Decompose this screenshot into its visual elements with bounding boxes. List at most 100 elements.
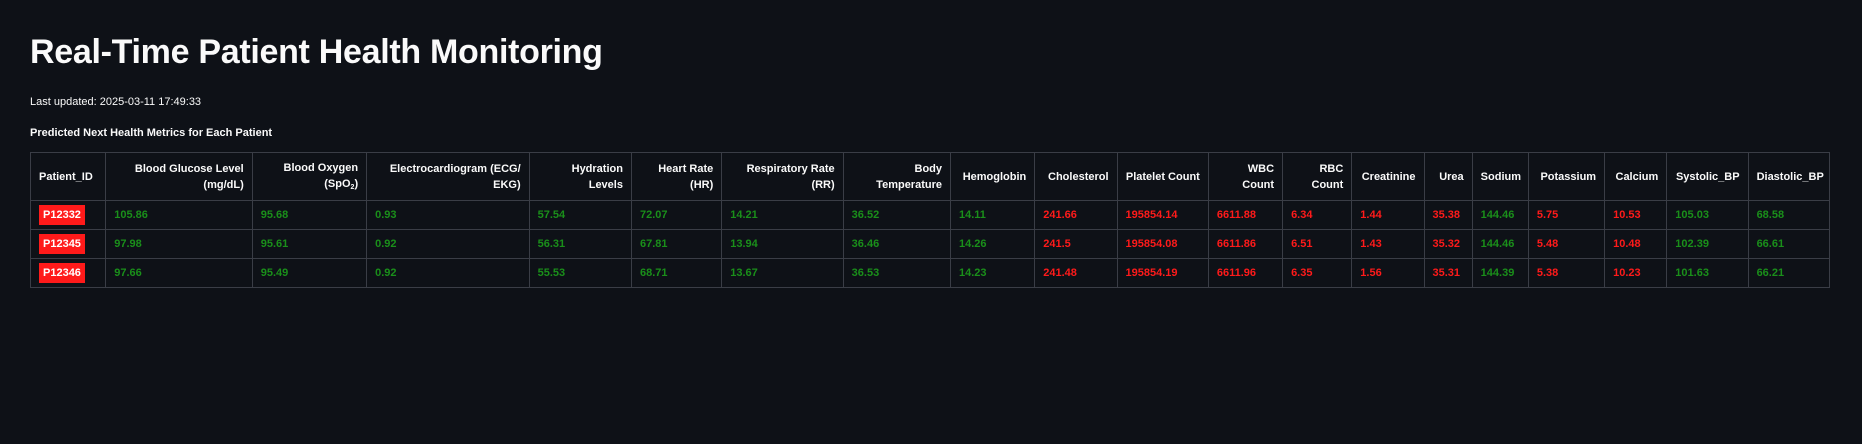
patient-id-badge: P12345 (39, 234, 85, 254)
metric-cell: 97.98 (105, 229, 253, 259)
metric-cell: 6.35 (1282, 258, 1353, 288)
column-header-label: Hemoglobin (962, 170, 1027, 183)
column-header-label: WBC Count (1242, 162, 1275, 191)
column-header-label: Platelet Count (1125, 170, 1200, 183)
column-header-label: Heart Rate (HR) (658, 162, 714, 191)
metric-cell: 105.86 (105, 200, 253, 230)
metric-cell: 0.93 (366, 200, 530, 230)
metric-cell: 195854.08 (1116, 229, 1209, 259)
column-header[interactable]: Hydration Levels (528, 152, 632, 201)
metric-cell: 5.38 (1527, 258, 1606, 288)
column-header-label: Systolic_BP (1675, 170, 1740, 183)
table-row[interactable]: P12332 105.86 95.68 0.93 57.54 72.07 14.21 36.5… (29, 200, 1831, 230)
patient-metrics-table: Patient_ID Blood Glucose Level (mg/dL) Blo… (29, 152, 1831, 288)
column-header-subscript: 2 (350, 183, 355, 191)
metric-cell: 14.26 (949, 229, 1036, 259)
metric-cell: 6.34 (1282, 200, 1353, 230)
metric-cell: 6611.96 (1207, 258, 1284, 288)
metric-cell: 241.66 (1034, 200, 1118, 230)
column-header[interactable]: Potassium (1527, 152, 1606, 201)
metric-cell: 241.48 (1034, 258, 1118, 288)
column-header-suffix: ) (354, 177, 359, 190)
column-header[interactable]: Blood Oxygen (SpO2) (251, 152, 368, 201)
column-header[interactable]: Urea (1423, 152, 1473, 201)
metric-cell: 13.94 (721, 229, 844, 259)
table-row[interactable]: P12345 97.98 95.61 0.92 56.31 67.81 13.94 36.46… (29, 229, 1831, 259)
metric-cell: 56.31 (528, 229, 632, 259)
metric-cell: 195854.19 (1116, 258, 1209, 288)
column-header[interactable]: Calcium (1604, 152, 1668, 201)
metric-cell: 5.48 (1527, 229, 1606, 259)
column-header[interactable]: Respiratory Rate (RR) (721, 152, 844, 201)
table-header-row: Patient_ID Blood Glucose Level (mg/dL) Blo… (29, 152, 1831, 201)
column-header-label: Diastolic_BP (1756, 170, 1824, 183)
column-header[interactable]: WBC Count (1207, 152, 1284, 201)
column-header[interactable]: Systolic_BP (1666, 152, 1749, 201)
patient-id-badge: P12332 (39, 205, 85, 225)
metric-cell: 35.38 (1423, 200, 1473, 230)
metric-cell: 6.51 (1282, 229, 1353, 259)
metric-cell: 95.68 (251, 200, 368, 230)
column-header[interactable]: Body Temperature (842, 152, 952, 201)
column-header-label: Calcium (1615, 170, 1659, 183)
column-header-label: Patient_ID (39, 170, 93, 183)
metric-cell: 14.21 (721, 200, 844, 230)
metric-cell: 6611.86 (1207, 229, 1284, 259)
metric-cell: 0.92 (366, 229, 530, 259)
metric-cell: 14.23 (949, 258, 1036, 288)
column-header-label: Respiratory Rate (RR) (746, 162, 835, 191)
metric-cell: 195854.14 (1116, 200, 1209, 230)
metric-cell: 241.5 (1034, 229, 1118, 259)
metric-cell: 6611.88 (1207, 200, 1284, 230)
patient-id-cell: P12346 (29, 258, 107, 288)
metric-cell: 10.53 (1604, 200, 1668, 230)
metric-cell: 68.71 (630, 258, 723, 288)
metric-cell: 5.75 (1527, 200, 1606, 230)
column-header-label: Hydration Levels (571, 162, 623, 191)
patient-id-cell: P12345 (29, 229, 107, 259)
column-header-label: Blood Oxygen (SpO (283, 161, 359, 190)
column-header-label: Potassium (1540, 170, 1597, 183)
column-header[interactable]: RBC Count (1282, 152, 1353, 201)
column-header[interactable]: Electrocardiogram (ECG/ EKG) (366, 152, 530, 201)
column-header[interactable]: Patient_ID (29, 152, 107, 201)
column-header-label: Creatinine (1361, 170, 1416, 183)
column-header[interactable]: Platelet Count (1116, 152, 1209, 201)
table-row[interactable]: P12346 97.66 95.49 0.92 55.53 68.71 13.67 36.53… (29, 258, 1831, 288)
column-header[interactable]: Creatinine (1351, 152, 1425, 201)
column-header-label: Blood Glucose Level (mg/dL) (134, 162, 244, 191)
column-header[interactable]: Blood Glucose Level (mg/dL) (105, 152, 253, 201)
page-title: Real-Time Patient Health Monitoring (30, 33, 603, 71)
column-header[interactable]: Hemoglobin (949, 152, 1036, 201)
column-header[interactable]: Sodium (1471, 152, 1529, 201)
metric-cell: 36.52 (842, 200, 952, 230)
column-header[interactable]: Diastolic_BP (1747, 152, 1831, 201)
metric-cell: 1.56 (1351, 258, 1425, 288)
metric-cell: 68.58 (1747, 200, 1831, 230)
last-updated-text: Last updated: 2025-03-11 17:49:33 (30, 96, 202, 108)
metric-cell: 105.03 (1666, 200, 1749, 230)
column-header-label: Urea (1439, 170, 1464, 183)
metric-cell: 95.49 (251, 258, 368, 288)
metric-cell: 66.61 (1747, 229, 1831, 259)
metric-cell: 57.54 (528, 200, 632, 230)
metric-cell: 66.21 (1747, 258, 1831, 288)
metric-cell: 72.07 (630, 200, 723, 230)
metric-cell: 97.66 (105, 258, 253, 288)
metric-cell: 1.44 (1351, 200, 1425, 230)
column-header[interactable]: Cholesterol (1034, 152, 1118, 201)
metric-cell: 36.53 (842, 258, 952, 288)
metric-cell: 0.92 (366, 258, 530, 288)
table-body: P12332 105.86 95.68 0.93 57.54 72.07 14.21 36.5… (29, 200, 1831, 288)
column-header-label: RBC Count (1311, 162, 1344, 191)
metric-cell: 67.81 (630, 229, 723, 259)
column-header[interactable]: Heart Rate (HR) (630, 152, 723, 201)
metric-cell: 35.31 (1423, 258, 1473, 288)
table-caption: Predicted Next Health Metrics for Each P… (30, 127, 273, 139)
column-header-label: Electrocardiogram (ECG/ EKG) (389, 162, 521, 191)
metric-cell: 14.11 (949, 200, 1036, 230)
column-header-label: Sodium (1480, 170, 1522, 183)
metric-cell: 144.46 (1471, 200, 1529, 230)
metric-cell: 35.32 (1423, 229, 1473, 259)
